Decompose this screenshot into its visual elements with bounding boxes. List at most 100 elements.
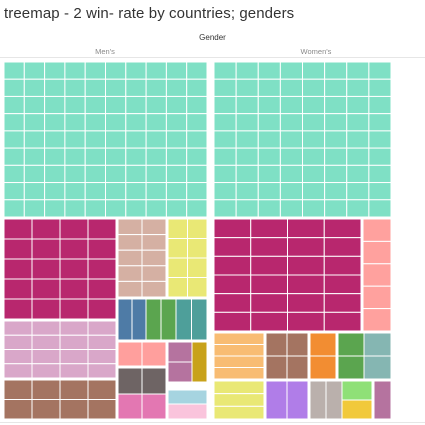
womens-group-0-tile[interactable] [213, 182, 237, 201]
mens-group-2-tile[interactable] [117, 218, 143, 236]
womens-group-0-tile[interactable] [302, 147, 326, 166]
womens-group-0-tile[interactable] [324, 199, 348, 218]
mens-group-0-tile[interactable] [145, 61, 167, 80]
mens-group-0-tile[interactable] [64, 147, 86, 166]
womens-group-0-tile[interactable] [302, 182, 326, 201]
womens-group-1-tile[interactable] [250, 218, 288, 239]
mens-group-0-tile[interactable] [44, 95, 66, 115]
mens-group-0-tile[interactable] [186, 164, 208, 184]
womens-group-0-tile[interactable] [368, 199, 392, 218]
mens-group-1-tile[interactable] [31, 238, 61, 260]
mens-group-0-tile[interactable] [125, 130, 147, 149]
womens-group-0-tile[interactable] [235, 61, 259, 80]
mens-group-0-tile[interactable] [186, 182, 208, 201]
mens-group-1-tile[interactable] [59, 218, 89, 240]
womens-group-0-tile[interactable] [257, 61, 281, 80]
womens-group-1-tile[interactable] [250, 237, 288, 257]
womens-group-0-tile[interactable] [257, 147, 281, 166]
mens-group-0-tile[interactable] [105, 95, 127, 115]
mens-group-0-tile[interactable] [105, 130, 127, 149]
womens-group-0-tile[interactable] [324, 182, 348, 201]
mens-group-4-tile[interactable] [87, 320, 117, 336]
womens-group-4-tile[interactable] [213, 380, 265, 395]
mens-group-0-tile[interactable] [84, 95, 106, 115]
mens-group-0-tile[interactable] [23, 147, 46, 166]
womens-group-0-tile[interactable] [346, 147, 370, 166]
mens-group-0-tile[interactable] [3, 95, 25, 115]
mens-group-2-tile[interactable] [141, 280, 167, 298]
mens-group-2-tile[interactable] [117, 265, 143, 282]
mens-group-2-tile[interactable] [117, 280, 143, 298]
mens-group-0-tile[interactable] [84, 199, 106, 218]
womens-group-0-tile[interactable] [324, 130, 348, 149]
womens-group-1-tile[interactable] [250, 311, 288, 332]
womens-group-8-tile[interactable] [363, 355, 392, 380]
womens-group-0-tile[interactable] [346, 130, 370, 149]
womens-group-2-tile[interactable] [362, 218, 392, 242]
mens-group-11-tile[interactable] [117, 367, 143, 395]
womens-group-10-tile[interactable] [309, 380, 327, 420]
womens-group-0-tile[interactable] [257, 95, 281, 115]
mens-group-0-tile[interactable] [3, 113, 25, 132]
mens-group-0-tile[interactable] [186, 61, 208, 80]
womens-group-0-tile[interactable] [279, 130, 303, 149]
mens-group-8-tile[interactable] [31, 399, 61, 420]
womens-group-0-tile[interactable] [279, 61, 303, 80]
mens-group-1-tile[interactable] [87, 298, 117, 320]
womens-group-0-tile[interactable] [235, 95, 259, 115]
womens-group-1-tile[interactable] [287, 237, 325, 257]
mens-group-0-tile[interactable] [125, 95, 147, 115]
mens-group-0-tile[interactable] [3, 164, 25, 184]
womens-group-1-tile[interactable] [323, 274, 362, 295]
mens-group-9-tile[interactable] [117, 341, 143, 367]
mens-group-0-tile[interactable] [23, 164, 46, 184]
womens-group-3-tile[interactable] [213, 332, 265, 345]
mens-group-0-tile[interactable] [165, 199, 188, 218]
mens-group-14-tile[interactable] [167, 389, 208, 405]
womens-group-1-tile[interactable] [287, 293, 325, 313]
womens-group-0-tile[interactable] [368, 95, 392, 115]
mens-group-3-tile[interactable] [167, 277, 188, 298]
womens-group-0-tile[interactable] [213, 95, 237, 115]
mens-group-0-tile[interactable] [125, 61, 147, 80]
womens-group-0-tile[interactable] [302, 78, 326, 97]
mens-group-0-tile[interactable] [186, 147, 208, 166]
mens-group-4-tile[interactable] [3, 349, 33, 365]
mens-group-0-tile[interactable] [186, 130, 208, 149]
womens-group-2-tile[interactable] [362, 308, 392, 332]
mens-group-1-tile[interactable] [59, 238, 89, 260]
mens-group-1-tile[interactable] [87, 218, 117, 240]
mens-group-0-tile[interactable] [125, 199, 147, 218]
womens-group-0-tile[interactable] [279, 182, 303, 201]
womens-group-0-tile[interactable] [213, 130, 237, 149]
womens-group-0-tile[interactable] [279, 78, 303, 97]
womens-group-0-tile[interactable] [368, 78, 392, 97]
mens-group-0-tile[interactable] [165, 182, 188, 201]
mens-group-0-tile[interactable] [165, 164, 188, 184]
mens-group-0-tile[interactable] [145, 182, 167, 201]
womens-group-0-tile[interactable] [235, 147, 259, 166]
mens-group-3-tile[interactable] [187, 277, 208, 298]
mens-group-0-tile[interactable] [23, 113, 46, 132]
mens-group-8-tile[interactable] [59, 399, 89, 420]
mens-group-0-tile[interactable] [105, 78, 127, 97]
womens-group-0-tile[interactable] [368, 113, 392, 132]
mens-group-0-tile[interactable] [44, 61, 66, 80]
mens-group-0-tile[interactable] [23, 182, 46, 201]
womens-group-8-tile[interactable] [363, 332, 392, 357]
womens-group-1-tile[interactable] [213, 293, 252, 313]
mens-group-7-tile[interactable] [191, 298, 208, 341]
womens-group-0-tile[interactable] [346, 164, 370, 184]
womens-group-0-tile[interactable] [324, 95, 348, 115]
womens-group-0-tile[interactable] [324, 61, 348, 80]
womens-group-3-tile[interactable] [213, 367, 265, 380]
womens-group-1-tile[interactable] [323, 255, 362, 276]
mens-group-2-tile[interactable] [141, 265, 167, 282]
womens-group-1-tile[interactable] [250, 255, 288, 276]
mens-group-0-tile[interactable] [186, 113, 208, 132]
mens-group-1-tile[interactable] [3, 278, 33, 300]
mens-group-0-tile[interactable] [84, 61, 106, 80]
mens-group-1-tile[interactable] [31, 298, 61, 320]
womens-group-0-tile[interactable] [368, 61, 392, 80]
mens-group-1-tile[interactable] [59, 278, 89, 300]
